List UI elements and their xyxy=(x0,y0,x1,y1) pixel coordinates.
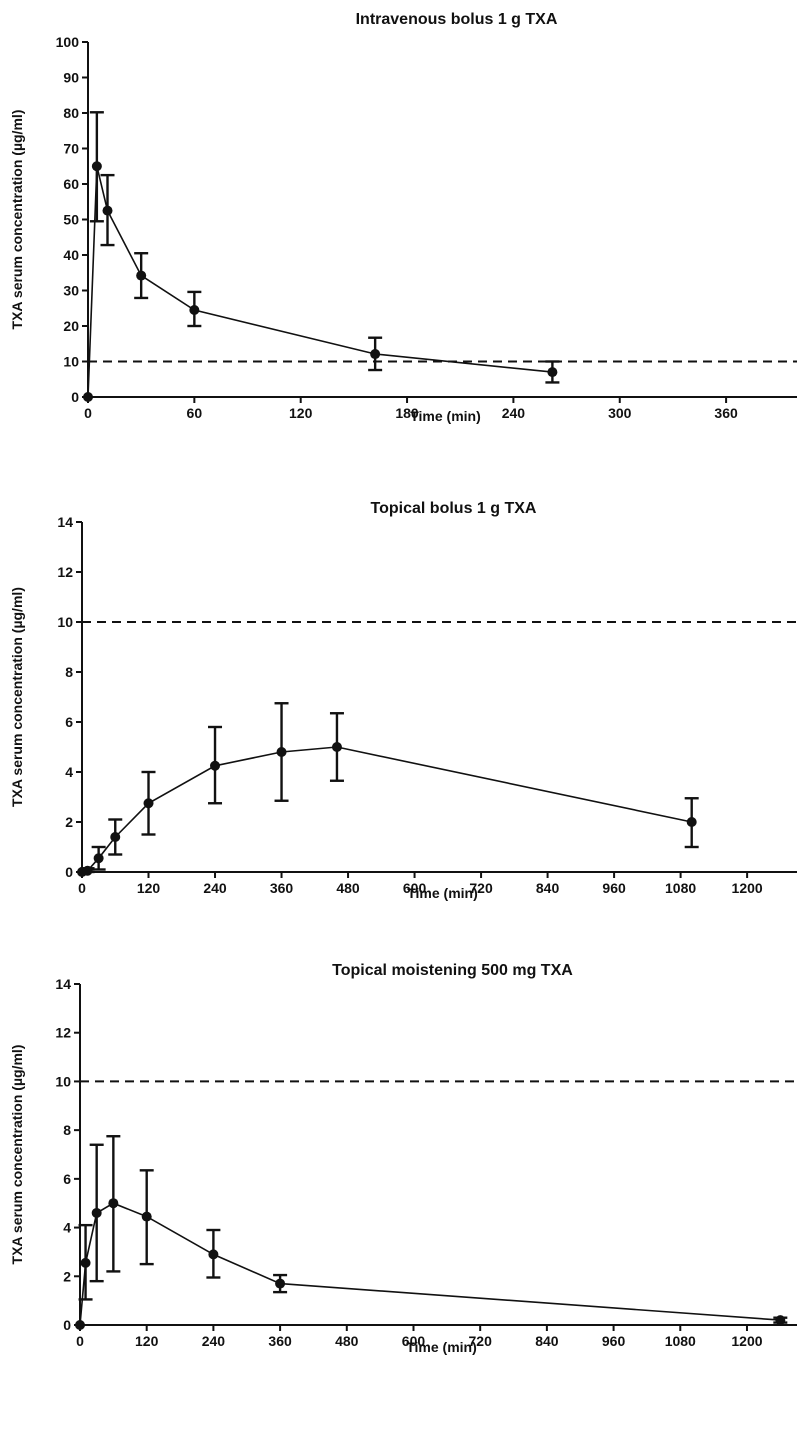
data-point xyxy=(276,747,287,757)
data-point xyxy=(275,1278,286,1289)
chart-panel-1: Intravenous bolus 1 g TXA 0 10 20 30 40 50 60 70… xyxy=(9,11,797,424)
data-point xyxy=(189,305,200,316)
data-point xyxy=(547,367,558,378)
data-point xyxy=(102,205,113,216)
y-tick-label: 10 xyxy=(55,1073,71,1089)
x-tick-label: 0 xyxy=(76,1333,84,1349)
x-tick-label: 960 xyxy=(602,1333,626,1349)
y-tick-label: 8 xyxy=(65,664,73,680)
data-point xyxy=(210,760,221,771)
y-axis-label: TXA serum concentration (µg/ml) xyxy=(9,587,25,807)
y-tick-label: 0 xyxy=(65,864,73,880)
x-tick-label: 360 xyxy=(268,1333,292,1349)
y-tick-label: 2 xyxy=(65,814,73,830)
x-tick-label: 840 xyxy=(536,880,560,896)
chart-title: Topical moistening 500 mg TXA xyxy=(332,962,573,979)
y-tick-label: 4 xyxy=(65,764,73,780)
y-tick-label: 0 xyxy=(63,1317,71,1333)
x-tick-label: 120 xyxy=(137,880,161,896)
data-point xyxy=(370,349,381,360)
data-point xyxy=(108,1198,119,1209)
x-tick-label: 120 xyxy=(289,405,313,421)
chart-title: Topical bolus 1 g TXA xyxy=(371,500,537,517)
x-tick-label: 480 xyxy=(335,1333,359,1349)
y-tick-label: 14 xyxy=(55,976,71,992)
y-tick-label: 0 xyxy=(71,389,79,405)
x-axis-label: Time (min) xyxy=(407,885,478,901)
data-point xyxy=(686,817,697,827)
data-point xyxy=(136,270,147,281)
chart-panel-3: Topical moistening 500 mg TXA 0 2 4 6 8 10 12 14… xyxy=(9,962,797,1355)
y-tick-label: 30 xyxy=(63,283,79,299)
data-point xyxy=(75,1320,85,1330)
y-axis-label: TXA serum concentration (µg/ml) xyxy=(9,1045,25,1265)
data-point xyxy=(143,798,154,809)
x-axis-label: Time (min) xyxy=(406,1339,477,1355)
x-tick-label: 480 xyxy=(336,880,360,896)
data-point xyxy=(208,1249,219,1260)
y-tick-label: 6 xyxy=(63,1171,71,1187)
x-tick-label: 240 xyxy=(202,1333,226,1349)
y-tick-label: 2 xyxy=(63,1268,71,1284)
x-tick-label: 720 xyxy=(469,880,493,896)
data-point xyxy=(775,1315,786,1326)
x-tick-label: 180 xyxy=(395,405,419,421)
y-tick-label: 70 xyxy=(63,141,79,157)
y-tick-label: 4 xyxy=(63,1220,71,1236)
y-tick-label: 80 xyxy=(63,105,79,121)
x-tick-label: 0 xyxy=(84,405,92,421)
x-tick-label: 60 xyxy=(187,405,203,421)
data-point xyxy=(82,865,93,876)
series-line xyxy=(79,1202,781,1326)
y-tick-label: 14 xyxy=(57,514,73,530)
x-tick-label: 960 xyxy=(602,880,626,896)
x-tick-label: 1080 xyxy=(665,880,696,896)
data-point xyxy=(91,1207,102,1218)
y-tick-label: 10 xyxy=(63,354,79,370)
x-tick-label: 720 xyxy=(469,1333,493,1349)
y-tick-label: 40 xyxy=(63,247,79,263)
x-tick-label: 120 xyxy=(135,1333,159,1349)
x-tick-label: 240 xyxy=(502,405,526,421)
y-tick-label: 20 xyxy=(63,318,79,334)
y-tick-label: 50 xyxy=(63,212,79,228)
y-tick-label: 10 xyxy=(57,614,73,630)
x-tick-label: 1080 xyxy=(665,1333,696,1349)
y-tick-label: 100 xyxy=(56,34,80,50)
y-tick-label: 8 xyxy=(63,1122,71,1138)
data-point xyxy=(331,742,342,752)
x-tick-label: 240 xyxy=(203,880,227,896)
x-tick-label: 1200 xyxy=(732,880,763,896)
y-tick-label: 60 xyxy=(63,176,79,192)
data-point xyxy=(110,832,121,842)
data-point xyxy=(141,1211,152,1222)
y-tick-label: 90 xyxy=(63,70,79,86)
x-tick-label: 360 xyxy=(270,880,294,896)
chart-panel-2: Topical bolus 1 g TXA 0 2 4 6 8 10 12 14 0 120 240 3… xyxy=(9,500,797,901)
data-point xyxy=(93,853,104,864)
x-tick-label: 600 xyxy=(403,880,427,896)
data-point xyxy=(91,161,102,172)
x-tick-label: 360 xyxy=(714,405,738,421)
y-tick-label: 6 xyxy=(65,714,73,730)
x-axis-label: Time (min) xyxy=(410,408,481,424)
x-tick-label: 840 xyxy=(535,1333,559,1349)
y-axis-label: TXA serum concentration (µg/ml) xyxy=(9,110,25,330)
x-tick-label: 0 xyxy=(78,880,86,896)
x-tick-label: 1200 xyxy=(731,1333,762,1349)
data-point xyxy=(83,392,93,402)
series-line xyxy=(81,746,692,873)
x-tick-label: 300 xyxy=(608,405,632,421)
data-point xyxy=(80,1257,91,1268)
x-tick-label: 600 xyxy=(402,1333,426,1349)
y-tick-label: 12 xyxy=(57,564,73,580)
chart-title: Intravenous bolus 1 g TXA xyxy=(356,11,558,28)
y-tick-label: 12 xyxy=(55,1025,71,1041)
